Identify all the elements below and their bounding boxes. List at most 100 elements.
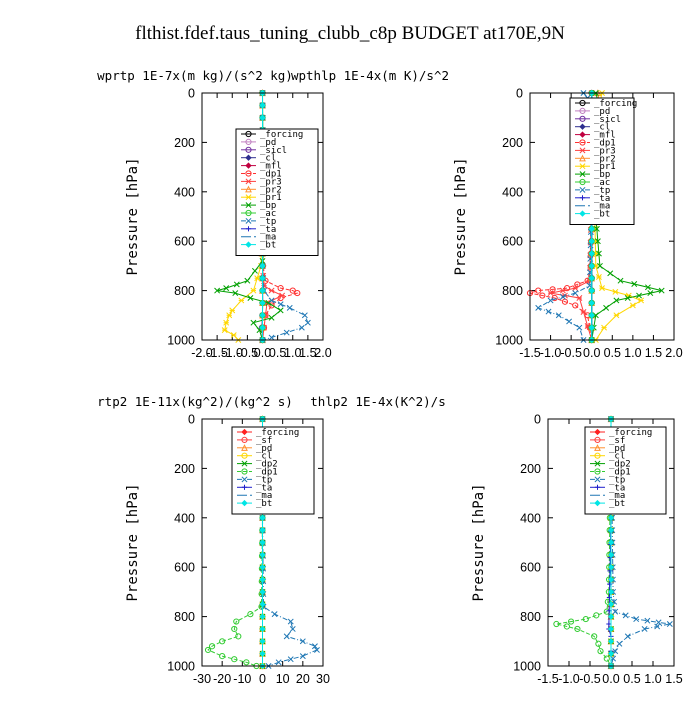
data-point xyxy=(268,297,275,304)
data-point xyxy=(559,293,566,300)
legend-marker xyxy=(241,444,248,451)
data-point xyxy=(244,277,251,284)
legend-marker xyxy=(579,131,586,138)
data-point xyxy=(563,623,571,630)
subplot-4: thlp2 1E-4x(K^2)/s Pressure [hPa] 0 200 400 6… xyxy=(310,394,682,686)
legend-marker xyxy=(579,171,586,178)
data-point xyxy=(555,312,562,319)
data-point xyxy=(612,648,619,655)
x-tick-label: 0.0 xyxy=(583,346,600,360)
data-point xyxy=(277,307,284,314)
y-tick-label: 200 xyxy=(520,462,541,476)
legend-marker xyxy=(579,107,586,115)
data-point xyxy=(277,285,284,292)
y-tick-label: 600 xyxy=(174,561,195,575)
legend-entry: _sicl xyxy=(260,146,287,156)
x-tick-label: -1.0 xyxy=(558,672,580,686)
legend-entry: _ta xyxy=(256,483,272,493)
data-point xyxy=(231,625,238,633)
data-point xyxy=(259,102,266,109)
data-point xyxy=(259,299,266,307)
y-axis-label: Pressure [hPa] xyxy=(125,483,141,601)
data-point xyxy=(597,648,604,655)
legend-entry: _ma xyxy=(594,202,610,212)
x-tick-label: 0 xyxy=(259,672,266,686)
data-point xyxy=(588,238,595,245)
data-point xyxy=(247,611,254,618)
x-tick-label: 10 xyxy=(276,672,290,686)
data-point xyxy=(251,267,258,274)
data-point xyxy=(259,114,266,121)
legend-entry: _ma xyxy=(609,491,625,501)
data-point xyxy=(658,287,665,294)
legend-entry: _dp1 xyxy=(256,468,278,478)
subplot-1: wprtp 1E-7x(m kg)/(s^2 kg) Pressure [hPa]… xyxy=(97,68,332,360)
legend-marker xyxy=(594,499,601,507)
legend-marker xyxy=(241,460,248,467)
data-point xyxy=(593,612,600,619)
x-tick-label: -1.0 xyxy=(540,346,562,360)
data-point xyxy=(279,292,286,299)
data-point xyxy=(607,564,615,571)
y-tick-label: 800 xyxy=(174,284,195,298)
legend-marker xyxy=(245,154,252,161)
x-tick-label: 30 xyxy=(316,672,330,686)
data-point xyxy=(304,319,311,326)
legend-entry: _dp1 xyxy=(594,139,616,149)
data-point xyxy=(226,312,233,319)
legend-entry: _pr3 xyxy=(594,146,616,156)
legend-entry: _pd xyxy=(609,444,625,454)
data-point xyxy=(607,650,615,657)
x-tick-label: -0.5 xyxy=(237,346,259,360)
subplot-title: wprtp 1E-7x(m kg)/(s^2 kg) xyxy=(97,68,293,83)
data-point xyxy=(204,646,212,654)
legend-marker xyxy=(579,154,586,162)
data-point xyxy=(647,290,654,297)
legend-marker xyxy=(579,115,586,122)
data-point xyxy=(629,302,636,309)
y-tick-label: 0 xyxy=(188,87,195,101)
legend-entry: _pd xyxy=(256,444,272,454)
y-tick-label: 0 xyxy=(188,413,195,427)
x-tick-label: 0.5 xyxy=(269,346,286,360)
legend-marker xyxy=(241,452,248,459)
data-point xyxy=(641,625,648,632)
legend-entry: _forcing xyxy=(594,99,637,109)
legend-marker xyxy=(241,428,248,436)
data-point xyxy=(271,611,278,618)
data-point xyxy=(289,287,296,294)
y-tick-label: 1000 xyxy=(495,334,523,348)
data-point xyxy=(289,625,296,632)
data-point xyxy=(607,270,614,277)
data-point xyxy=(563,285,571,292)
data-point xyxy=(559,287,566,294)
data-point xyxy=(599,285,605,292)
y-tick-label: 400 xyxy=(502,185,523,199)
data-point xyxy=(259,324,266,331)
legend-entry: _pr2 xyxy=(260,185,282,195)
legend-entry: _cl xyxy=(260,154,276,164)
data-point xyxy=(232,290,239,297)
legend-marker xyxy=(594,484,601,490)
legend-marker xyxy=(579,163,586,170)
data-point xyxy=(299,638,306,645)
legend-entry: _ac xyxy=(260,209,276,219)
data-point xyxy=(247,295,254,301)
data-point xyxy=(603,304,610,311)
data-point xyxy=(298,324,305,331)
data-point xyxy=(229,307,236,314)
legend-entry: _dp2 xyxy=(256,460,278,470)
data-point xyxy=(582,615,589,623)
data-point xyxy=(580,309,587,315)
data-point xyxy=(311,643,318,650)
figure-title: flthist.fdef.taus_tuning_clubb_c8p BUDGE… xyxy=(135,23,565,44)
data-point xyxy=(547,290,554,297)
legend-marker xyxy=(594,468,601,475)
data-point xyxy=(214,287,221,294)
data-point xyxy=(654,623,661,630)
legend-marker xyxy=(579,210,586,217)
subplot-title: wpthlp 1E-4x(m K)/s^2 xyxy=(291,68,449,83)
data-point xyxy=(259,564,266,571)
data-point xyxy=(572,285,579,292)
data-point xyxy=(277,301,284,308)
